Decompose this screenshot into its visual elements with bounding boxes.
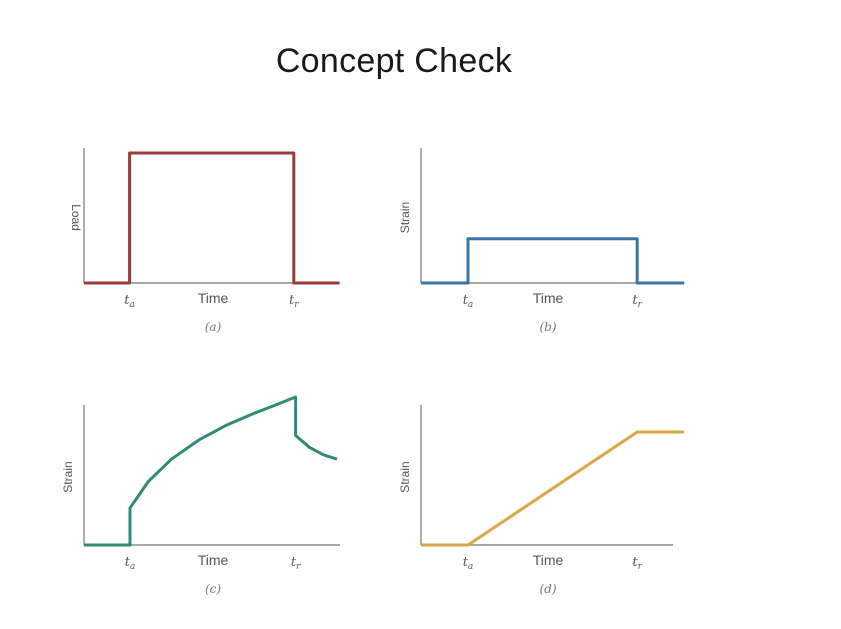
x-tick-label: tr bbox=[632, 293, 642, 310]
x-axis-label: Time bbox=[533, 290, 564, 306]
x-tick-label: ta bbox=[124, 293, 135, 310]
x-tick-label: ta bbox=[125, 555, 136, 572]
panel-caption: (c) bbox=[205, 582, 221, 596]
y-axis-label: Strain bbox=[398, 461, 412, 492]
chart-panel-c: ta tr Time Strain (c) bbox=[61, 395, 340, 596]
x-axis-label: Time bbox=[533, 552, 564, 568]
chart-panel-d: ta tr Time Strain (d) bbox=[398, 405, 685, 596]
page-title: Concept Check bbox=[275, 42, 513, 80]
series-line-b bbox=[421, 237, 685, 285]
x-axis-label: Time bbox=[198, 290, 229, 306]
x-tick-label: ta bbox=[463, 555, 474, 572]
x-tick-label: tr bbox=[291, 555, 301, 572]
x-axis-label: Time bbox=[198, 552, 229, 568]
y-axis-label: Strain bbox=[61, 461, 75, 492]
series-line-c bbox=[84, 395, 338, 547]
x-tick-label: tr bbox=[632, 555, 642, 572]
x-tick-label: tr bbox=[289, 293, 299, 310]
panel-caption: (b) bbox=[539, 320, 556, 334]
x-tick-label: ta bbox=[463, 293, 474, 310]
chart-panel-b: ta tr Time Strain (b) bbox=[398, 148, 685, 334]
y-axis-label: Load bbox=[69, 204, 83, 231]
series-line-a bbox=[84, 151, 340, 285]
panel-caption: (d) bbox=[539, 582, 556, 596]
series-line-d bbox=[421, 430, 685, 547]
chart-panel-a: ta tr Time Load (a) bbox=[69, 148, 340, 334]
panel-caption: (a) bbox=[205, 320, 222, 334]
y-axis-label: Strain bbox=[398, 202, 412, 233]
